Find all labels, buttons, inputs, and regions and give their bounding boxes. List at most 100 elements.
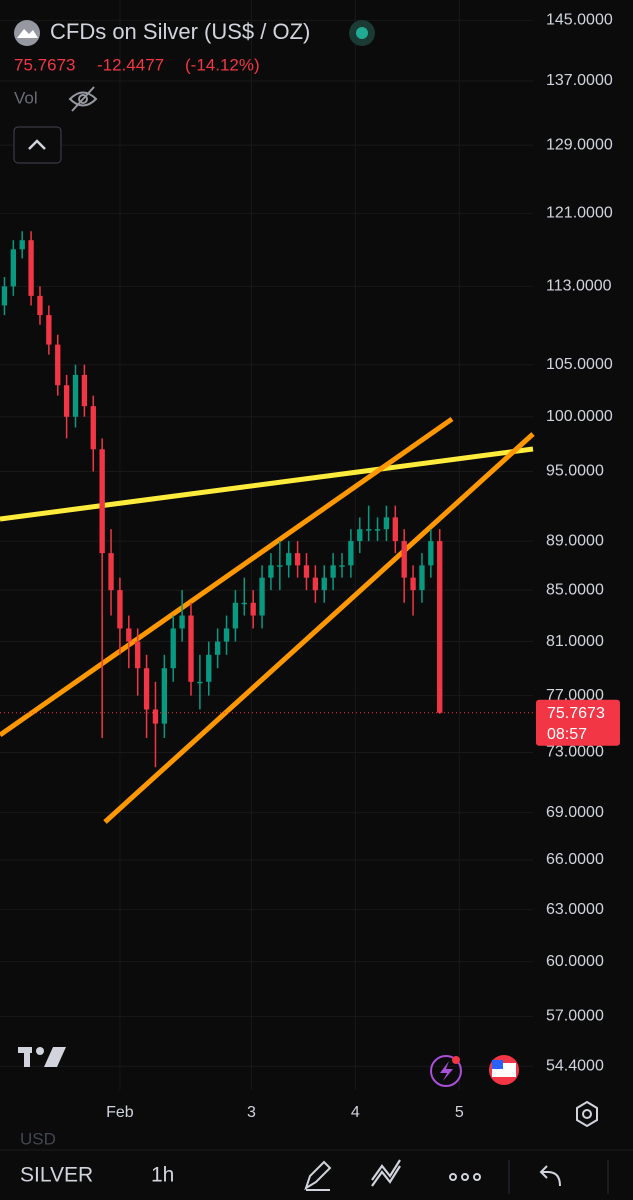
candle-body — [250, 602, 256, 616]
collapse-button[interactable] — [13, 126, 62, 164]
y-tick-label: 57.0000 — [546, 1008, 604, 1025]
price-tag-countdown: 08:57 — [547, 726, 587, 743]
candle-body — [108, 553, 114, 591]
flag-canton — [492, 1060, 503, 1069]
candle-body — [81, 374, 88, 407]
candle-body — [321, 577, 327, 591]
more-button[interactable] — [449, 1173, 481, 1181]
candle-body — [152, 709, 159, 724]
tradingview-logo[interactable] — [18, 1047, 66, 1067]
candle-body — [268, 565, 274, 578]
alert-bolt — [440, 1061, 453, 1081]
candle-body — [161, 668, 168, 724]
y-tick-label: 105.0000 — [546, 356, 613, 373]
candle-body — [179, 615, 185, 629]
alert-badge — [452, 1056, 460, 1064]
candle-body — [214, 641, 221, 655]
candle-body — [259, 577, 265, 616]
price-tag-value: 75.7673 — [547, 705, 605, 722]
alert-icon[interactable] — [430, 1055, 462, 1087]
candle-body — [143, 668, 150, 710]
interval-button[interactable]: 1h — [151, 1164, 174, 1187]
candle-body — [303, 565, 310, 578]
symbol-title: CFDs on Silver (US$ / OZ) — [50, 19, 310, 44]
trend-line[interactable] — [0, 416, 454, 738]
candle-body — [90, 406, 96, 450]
candle-body — [392, 517, 398, 542]
y-tick-label: 81.0000 — [546, 633, 604, 650]
y-tick-label: 129.0000 — [546, 136, 613, 153]
candle-body — [55, 344, 61, 386]
x-tick-label: Feb — [106, 1104, 134, 1121]
candle-body — [401, 541, 407, 578]
y-tick-label: 145.0000 — [546, 12, 613, 29]
candle-body — [383, 517, 390, 530]
candle-body — [1, 286, 8, 306]
candle-body — [294, 553, 301, 566]
candle-body — [188, 615, 194, 682]
candle-body — [63, 385, 70, 417]
y-tick-label: 95.0000 — [546, 463, 604, 480]
y-tick-label: 63.0000 — [546, 901, 604, 918]
candle-body — [241, 602, 247, 605]
x-tick-label: 5 — [455, 1104, 464, 1121]
candle-body — [37, 295, 43, 316]
candle-body — [170, 628, 176, 669]
x-tick-label: 4 — [351, 1104, 360, 1121]
candle-body — [72, 374, 79, 417]
y-tick-label: 121.0000 — [546, 205, 613, 222]
candle-body — [126, 628, 132, 642]
candle-body — [357, 529, 363, 542]
candle-body — [374, 529, 381, 531]
y-tick-label: 77.0000 — [546, 687, 604, 704]
volume-label: Vol — [14, 88, 38, 107]
candle-body — [286, 553, 292, 566]
candle-body — [223, 628, 230, 642]
y-tick-label: 113.0000 — [546, 278, 612, 295]
candle-body — [99, 449, 105, 554]
candle-body — [46, 315, 52, 345]
last-price: 75.7673 — [14, 55, 75, 74]
undo-button[interactable] — [539, 1165, 561, 1187]
y-tick-label: 137.0000 — [546, 72, 613, 89]
candle-body — [437, 541, 443, 713]
collapse-icon — [28, 139, 46, 150]
hide-icon[interactable] — [68, 86, 98, 112]
candle-body — [28, 240, 34, 296]
candle-body — [339, 565, 345, 567]
draw-tool[interactable] — [304, 1160, 332, 1191]
y-tick-label: 100.0000 — [546, 408, 613, 425]
candle-body — [348, 541, 354, 566]
trend-line[interactable] — [0, 446, 534, 522]
trend-line[interactable] — [103, 432, 535, 824]
price-change-pct: (-14.12%) — [185, 55, 260, 74]
candle-body — [365, 529, 372, 531]
candle-body — [206, 654, 212, 682]
indicator-tool[interactable] — [371, 1159, 401, 1187]
y-tick-label: 89.0000 — [546, 532, 604, 549]
y-tick-label: 60.0000 — [546, 953, 604, 970]
candle-body — [197, 681, 203, 684]
candle-body — [10, 249, 16, 287]
candle-body — [232, 602, 239, 629]
market-status-dot — [356, 27, 368, 39]
y-tick-label: 85.0000 — [546, 581, 604, 598]
y-tick-label: 69.0000 — [546, 804, 604, 821]
settings-icon[interactable] — [576, 1100, 598, 1128]
candle-body — [410, 577, 416, 591]
candle-body — [419, 565, 425, 591]
candle-body — [428, 541, 434, 566]
candle-body — [19, 240, 25, 250]
candle-body — [277, 565, 283, 567]
y-tick-label: 66.0000 — [546, 851, 604, 868]
x-tick-label: 3 — [247, 1104, 256, 1121]
candle-body — [117, 590, 123, 629]
toolbar — [0, 1150, 633, 1200]
price-tag — [536, 699, 620, 746]
y-tick-label: 73.0000 — [546, 744, 604, 761]
symbol-button[interactable]: SILVER — [20, 1164, 93, 1187]
settings-icon-center — [582, 1109, 592, 1119]
candle-body — [135, 641, 141, 669]
